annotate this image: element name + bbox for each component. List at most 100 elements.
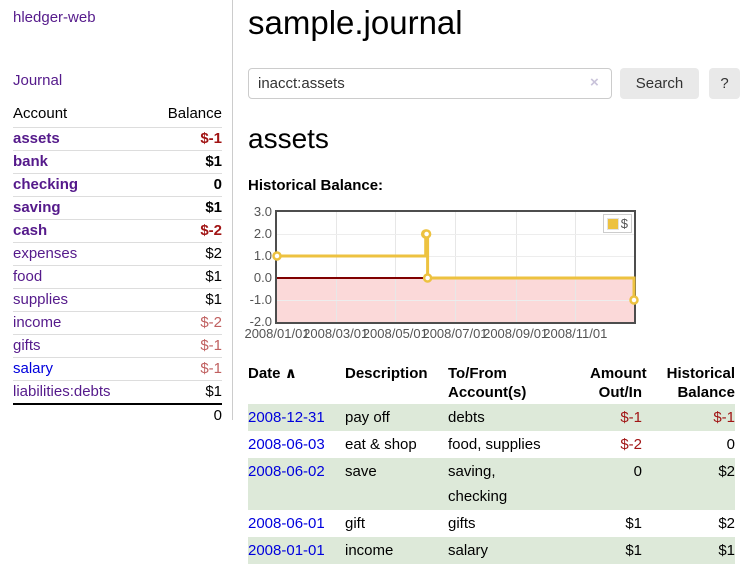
transaction-balance: $2 — [718, 515, 735, 532]
account-link[interactable]: gifts — [13, 337, 41, 354]
transaction-accounts: saving, checking — [448, 458, 590, 510]
account-line: salary — [448, 542, 489, 559]
account-link[interactable]: supplies — [13, 291, 69, 308]
historical-balance-column-header: Historical Balance — [642, 362, 735, 404]
help-button[interactable]: ? — [709, 68, 740, 99]
account-balance: $1 — [147, 288, 222, 312]
total-row: 0 — [13, 403, 222, 427]
amount-column-header: Amount Out/In — [590, 362, 647, 404]
balance-column-line2: Balance — [677, 384, 735, 401]
account-line: gifts — [448, 515, 476, 532]
transaction-accounts: debts — [448, 404, 590, 431]
account-link[interactable]: expenses — [13, 245, 78, 262]
data-point-marker — [272, 251, 282, 261]
balance-column-header: Balance — [167, 105, 222, 122]
account-balance: $-2 — [147, 219, 222, 243]
account-link[interactable]: assets — [13, 130, 60, 147]
transaction-description: save — [345, 463, 377, 480]
balance-column-line1: Historical — [666, 365, 735, 382]
account-balance: $-1 — [147, 334, 222, 358]
balance-chart: $ 3.0 2.0 1.0 0.0 -1.0 -2.0 2008/01/01 2008/03/… — [244, 204, 668, 344]
account-balance: $-1 — [147, 357, 222, 381]
account-row: salary $-1 — [13, 357, 222, 381]
account-line: checking — [448, 488, 508, 505]
main-content: sample.journal × Search ? assets Histori… — [244, 0, 742, 564]
account-row: cash $-2 — [13, 219, 222, 243]
account-row: saving $1 — [13, 196, 222, 220]
chart-legend: $ — [602, 214, 632, 233]
transaction-accounts: gifts — [448, 510, 590, 537]
y-axis-tick-label: 2.0 — [253, 226, 272, 241]
account-line: debts — [448, 409, 485, 426]
vertical-gridline — [455, 212, 456, 322]
transaction-balance: 0 — [726, 436, 735, 453]
account-line: saving, — [448, 463, 496, 480]
y-axis-tick-label: 3.0 — [253, 204, 272, 219]
transaction-accounts: food, supplies — [448, 431, 590, 458]
transaction-balance: $-1 — [713, 409, 735, 426]
transaction-balance: $1 — [718, 542, 735, 559]
amount-column-line2: Out/In — [598, 384, 642, 401]
account-link[interactable]: bank — [13, 153, 49, 170]
account-balance: 0 — [147, 173, 222, 197]
account-link[interactable]: checking — [13, 176, 79, 193]
x-axis-tick-label: 2008/05/01 — [362, 326, 428, 341]
transaction-date-link[interactable]: 2008-06-03 — [248, 436, 325, 453]
date-column-label: Date — [248, 365, 281, 382]
transaction-row: 2008-01-01 income salary $1 $1 — [248, 537, 735, 564]
y-axis-tick-label: -2.0 — [249, 314, 272, 329]
account-balance: $1 — [147, 196, 222, 220]
transaction-date-link[interactable]: 2008-12-31 — [248, 409, 325, 426]
account-row: expenses $2 — [13, 242, 222, 266]
account-heading: assets — [248, 123, 329, 154]
account-link[interactable]: liabilities:debts — [13, 383, 111, 400]
transaction-date-link[interactable]: 2008-06-02 — [248, 463, 325, 480]
transaction-accounts: salary — [448, 537, 590, 564]
transaction-balance: $2 — [718, 463, 735, 480]
app-title-link[interactable]: hledger-web — [13, 9, 96, 26]
date-column-header[interactable]: Date ∧ — [248, 362, 345, 404]
account-balance: $-2 — [147, 311, 222, 335]
total-balance: 0 — [147, 403, 222, 427]
account-balance: $1 — [147, 265, 222, 289]
amount-column-line1: Amount — [590, 365, 647, 382]
series-label: $ — [620, 216, 628, 231]
account-balance: $-1 — [147, 127, 222, 151]
transaction-amount: $1 — [625, 515, 642, 532]
account-line: food, supplies — [448, 436, 541, 453]
transaction-row: 2008-06-03 eat & shop food, supplies $-2 0 — [248, 431, 735, 458]
sort-ascending-icon: ∧ — [284, 365, 297, 382]
account-link[interactable]: income — [13, 314, 62, 331]
journal-link[interactable]: Journal — [13, 72, 63, 89]
data-point-marker — [629, 295, 639, 305]
transaction-row: 2008-06-02 save saving, checking 0 $2 — [248, 458, 735, 510]
data-point-marker — [422, 273, 433, 283]
page-title: sample.journal — [248, 4, 463, 41]
horizontal-gridline — [277, 234, 634, 235]
account-column-header: Account — [13, 105, 68, 122]
transaction-date-link[interactable]: 2008-06-01 — [248, 515, 325, 532]
account-link[interactable]: salary — [13, 360, 54, 377]
transaction-amount: $-1 — [620, 409, 642, 426]
account-row: food $1 — [13, 265, 222, 289]
x-axis-tick-label: 2008/01/01 — [244, 326, 310, 341]
account-link[interactable]: saving — [13, 199, 61, 216]
transaction-amount: 0 — [633, 463, 642, 480]
search-button[interactable]: Search — [620, 68, 699, 99]
account-link[interactable]: food — [13, 268, 43, 285]
description-column-header: Description — [345, 365, 428, 382]
register-header-row: Date ∧ Description To/From Account(s) Am… — [248, 362, 735, 404]
account-row: checking 0 — [13, 173, 222, 197]
x-axis-tick-label: 2008/03/01 — [303, 326, 369, 341]
y-axis-tick-label: -1.0 — [249, 292, 272, 307]
x-axis-tick-label: 2008/09/01 — [483, 326, 549, 341]
chart-title: Historical Balance: — [248, 177, 384, 194]
transaction-date-link[interactable]: 2008-01-01 — [248, 542, 325, 559]
account-link[interactable]: cash — [13, 222, 48, 239]
transaction-description: income — [345, 542, 394, 559]
transaction-description: gift — [345, 515, 366, 532]
transaction-amount: $-2 — [620, 436, 642, 453]
clear-search-icon[interactable]: × — [590, 74, 599, 91]
search-input[interactable] — [248, 68, 612, 99]
transaction-description: eat & shop — [345, 436, 417, 453]
